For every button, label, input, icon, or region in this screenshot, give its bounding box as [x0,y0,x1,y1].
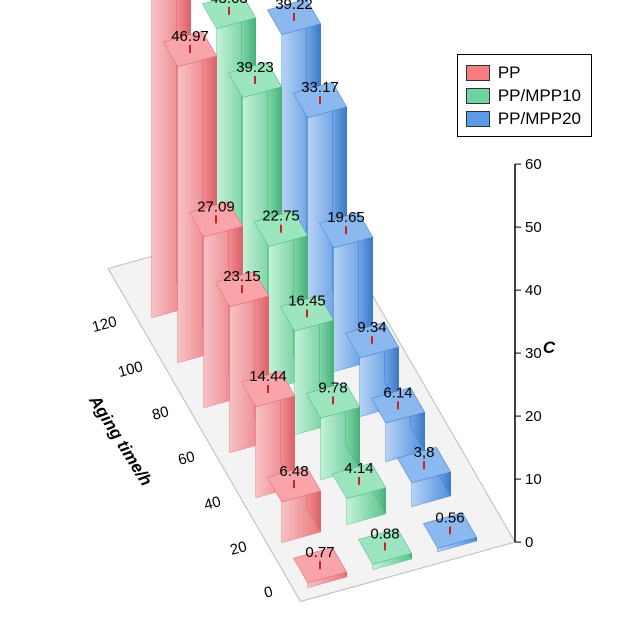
z-tick-label: 60 [525,156,542,173]
bar-value-label: 43.03 [210,0,248,7]
bar-value-label: 46.97 [171,28,209,45]
bar-value-label: 0.56 [435,509,464,526]
bar-value-label: 4.14 [344,460,373,477]
legend-swatch-pp [466,65,490,81]
bar-value-label: 39.23 [236,59,274,76]
legend-item-pp: PP [466,61,581,84]
legend: PP PP/MPP10 PP/MPP20 [457,54,592,137]
bar-value-label: 9.34 [357,319,386,336]
legend-item-mpp10: PP/MPP10 [466,84,581,107]
bar-value-label: 3,8 [414,444,435,461]
z-tick-label: 40 [525,282,542,299]
legend-item-mpp20: PP/MPP20 [466,107,581,130]
x-tick-label: 20 [228,538,249,559]
bar-value-label: 6.14 [383,384,412,401]
legend-label-mpp10: PP/MPP10 [498,84,581,107]
x-tick-label: 80 [150,403,171,424]
z-tick-label: 20 [525,408,542,425]
bar-value-label: 19.65 [327,209,365,226]
bar-value-label: 22.75 [262,208,300,225]
x-tick-label: 120 [90,313,119,336]
x-tick-label: 0 [262,583,274,602]
legend-swatch-mpp20 [466,111,490,127]
bar-value-label: 14.44 [249,368,287,385]
z-tick-label: 50 [525,219,542,236]
legend-label-pp: PP [498,61,521,84]
bar-value-label: 0.88 [370,525,399,542]
bar-value-label: 27.09 [197,198,235,215]
bar-value-label: 33.17 [301,79,339,96]
z-tick-label: 30 [525,345,542,362]
legend-label-mpp20: PP/MPP20 [498,107,581,130]
x-tick-label: 40 [202,493,223,514]
bar-value-label: 39.22 [275,0,313,13]
bar-value-label: 23.15 [223,268,261,285]
z-axis-title: C [543,338,556,357]
bar-value-label: 6.48 [279,463,308,480]
bar-value-label: 9.78 [318,379,347,396]
bar-value-label: 16.45 [288,292,326,309]
bar-value-label: 0.77 [305,544,334,561]
z-tick-label: 10 [525,471,542,488]
chart-container: 39.2243.0351.2133.1739.2346.9719.6522.75… [0,0,640,640]
legend-swatch-mpp10 [466,88,490,104]
z-tick-label: 0 [525,534,533,551]
x-tick-label: 100 [116,358,145,381]
x-axis-title: Aging time/h [85,391,156,489]
x-tick-label: 60 [176,448,197,469]
